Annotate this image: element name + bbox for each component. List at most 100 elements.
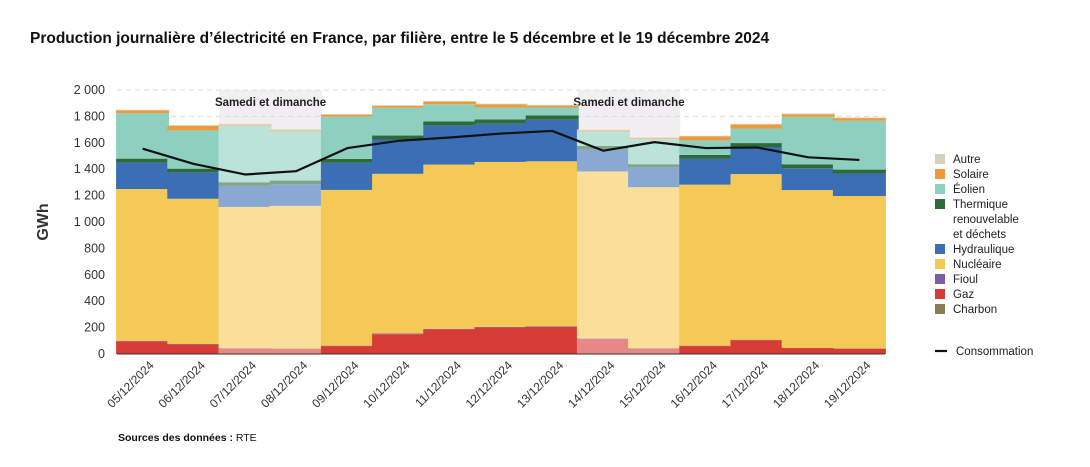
- legend-swatch: [935, 274, 945, 284]
- x-tick-label: 07/12/2024: [207, 358, 260, 411]
- bar-segment: [679, 136, 733, 141]
- bar-segment: [116, 189, 170, 341]
- bar-segment: [269, 180, 323, 185]
- bar-segment: [167, 168, 221, 173]
- y-tick-label: 400: [84, 294, 105, 308]
- bar-segment: [628, 167, 682, 188]
- legend-swatch: [935, 184, 945, 194]
- bar-segment: [167, 125, 221, 126]
- bar-segment: [576, 149, 630, 172]
- bar-segment: [576, 131, 630, 146]
- consumption-line: [142, 129, 860, 176]
- source-value: RTE: [235, 432, 257, 444]
- bar-segment: [730, 174, 784, 340]
- bar-segment: [372, 333, 426, 335]
- bar-segment: [832, 118, 886, 121]
- legend-label: Fioul: [953, 274, 978, 286]
- bar-segment: [423, 100, 477, 102]
- bar-segment: [781, 164, 835, 169]
- bar-segment: [423, 164, 477, 329]
- x-tick-label: 18/12/2024: [770, 358, 823, 411]
- y-tick-label: 800: [84, 241, 105, 255]
- y-tick-label: 1 800: [74, 109, 105, 123]
- bar-segment: [730, 123, 784, 125]
- source-label: Sources des données :: [118, 432, 233, 444]
- bar-segment: [832, 348, 886, 354]
- y-tick-label: 1 200: [74, 189, 105, 203]
- x-tick-label: 05/12/2024: [104, 358, 157, 411]
- legend-label: renouvelable: [953, 214, 1019, 226]
- bar-segment: [269, 129, 323, 130]
- bar-segment: [474, 326, 528, 328]
- bar-segment: [679, 158, 733, 185]
- bar-segment: [218, 182, 272, 186]
- y-axis-ticks: 0 200 400 600 800 1 000 1 200 1 400 1 600 1 800 2 …: [74, 83, 105, 361]
- legend-label: Charbon: [953, 304, 997, 316]
- bar-segment: [730, 128, 784, 144]
- x-tick-label: 09/12/2024: [309, 358, 362, 411]
- bar-segment: [679, 154, 733, 159]
- bar-segment: [320, 114, 374, 117]
- bar-segment: [525, 104, 579, 106]
- bar-segment: [679, 346, 733, 354]
- legend: Autre Solaire Éolien Thermique renouvelable e…: [935, 154, 1033, 358]
- bar-segment: [679, 135, 733, 137]
- x-tick-label: 15/12/2024: [616, 358, 669, 411]
- bar-segment: [474, 103, 528, 105]
- x-tick-label: 13/12/2024: [514, 358, 567, 411]
- bar-segment: [116, 162, 170, 189]
- y-tick-label: 1 600: [74, 136, 105, 150]
- source-note: Sources des données : RTE: [118, 432, 257, 444]
- y-tick-label: 1 400: [74, 162, 105, 176]
- x-tick-label: 11/12/2024: [412, 358, 464, 410]
- bar-segment: [423, 125, 477, 165]
- bar-segment: [320, 189, 374, 346]
- x-tick-label: 17/12/2024: [719, 358, 772, 411]
- legend-label: et déchets: [953, 229, 1006, 241]
- y-tick-label: 1 000: [74, 215, 105, 229]
- x-tick-label: 14/12/2024: [565, 358, 618, 411]
- bar-segment: [218, 124, 272, 126]
- bar-segment: [628, 137, 682, 140]
- bar-segment: [525, 119, 579, 162]
- bar-segment: [116, 341, 170, 354]
- bar-segment: [372, 139, 426, 174]
- legend-label: Autre: [953, 154, 981, 166]
- bar-segment: [372, 135, 426, 140]
- legend-label: Éolien: [953, 183, 985, 196]
- legend-swatch: [935, 259, 945, 269]
- bar-segment: [423, 328, 477, 330]
- bar-segment: [320, 346, 374, 354]
- bar-segment: [730, 143, 784, 148]
- legend-label: Thermique: [953, 199, 1008, 211]
- x-tick-label: 12/12/2024: [463, 358, 516, 411]
- bar-segment: [730, 340, 784, 354]
- bar-segment: [167, 172, 221, 199]
- legend-swatch: [935, 154, 945, 164]
- bar-segment: [781, 114, 835, 117]
- bar-segment: [474, 107, 528, 120]
- x-tick-label: 16/12/2024: [668, 358, 721, 411]
- legend-label: Nucléaire: [953, 259, 1002, 271]
- x-tick-label: 19/12/2024: [821, 358, 874, 411]
- bar-segment: [832, 120, 886, 170]
- bar-segment: [269, 348, 323, 354]
- bar-segment: [525, 115, 579, 120]
- bars: [116, 100, 886, 354]
- bar-segment: [525, 326, 579, 354]
- bar-segment: [116, 158, 170, 163]
- bar-segment: [525, 107, 579, 116]
- bar-segment: [116, 110, 170, 114]
- bar-segment: [218, 348, 272, 354]
- bar-segment: [269, 184, 323, 206]
- bar-segment: [832, 169, 886, 174]
- bar-segment: [474, 104, 528, 108]
- weekend-band-label: Samedi et dimanche: [215, 97, 326, 109]
- bar-segment: [269, 129, 323, 132]
- bar-segment: [525, 161, 579, 327]
- legend-label: Gaz: [953, 289, 974, 301]
- bar-segment: [423, 121, 477, 126]
- legend-swatch: [935, 199, 945, 209]
- bar-segment: [832, 117, 886, 119]
